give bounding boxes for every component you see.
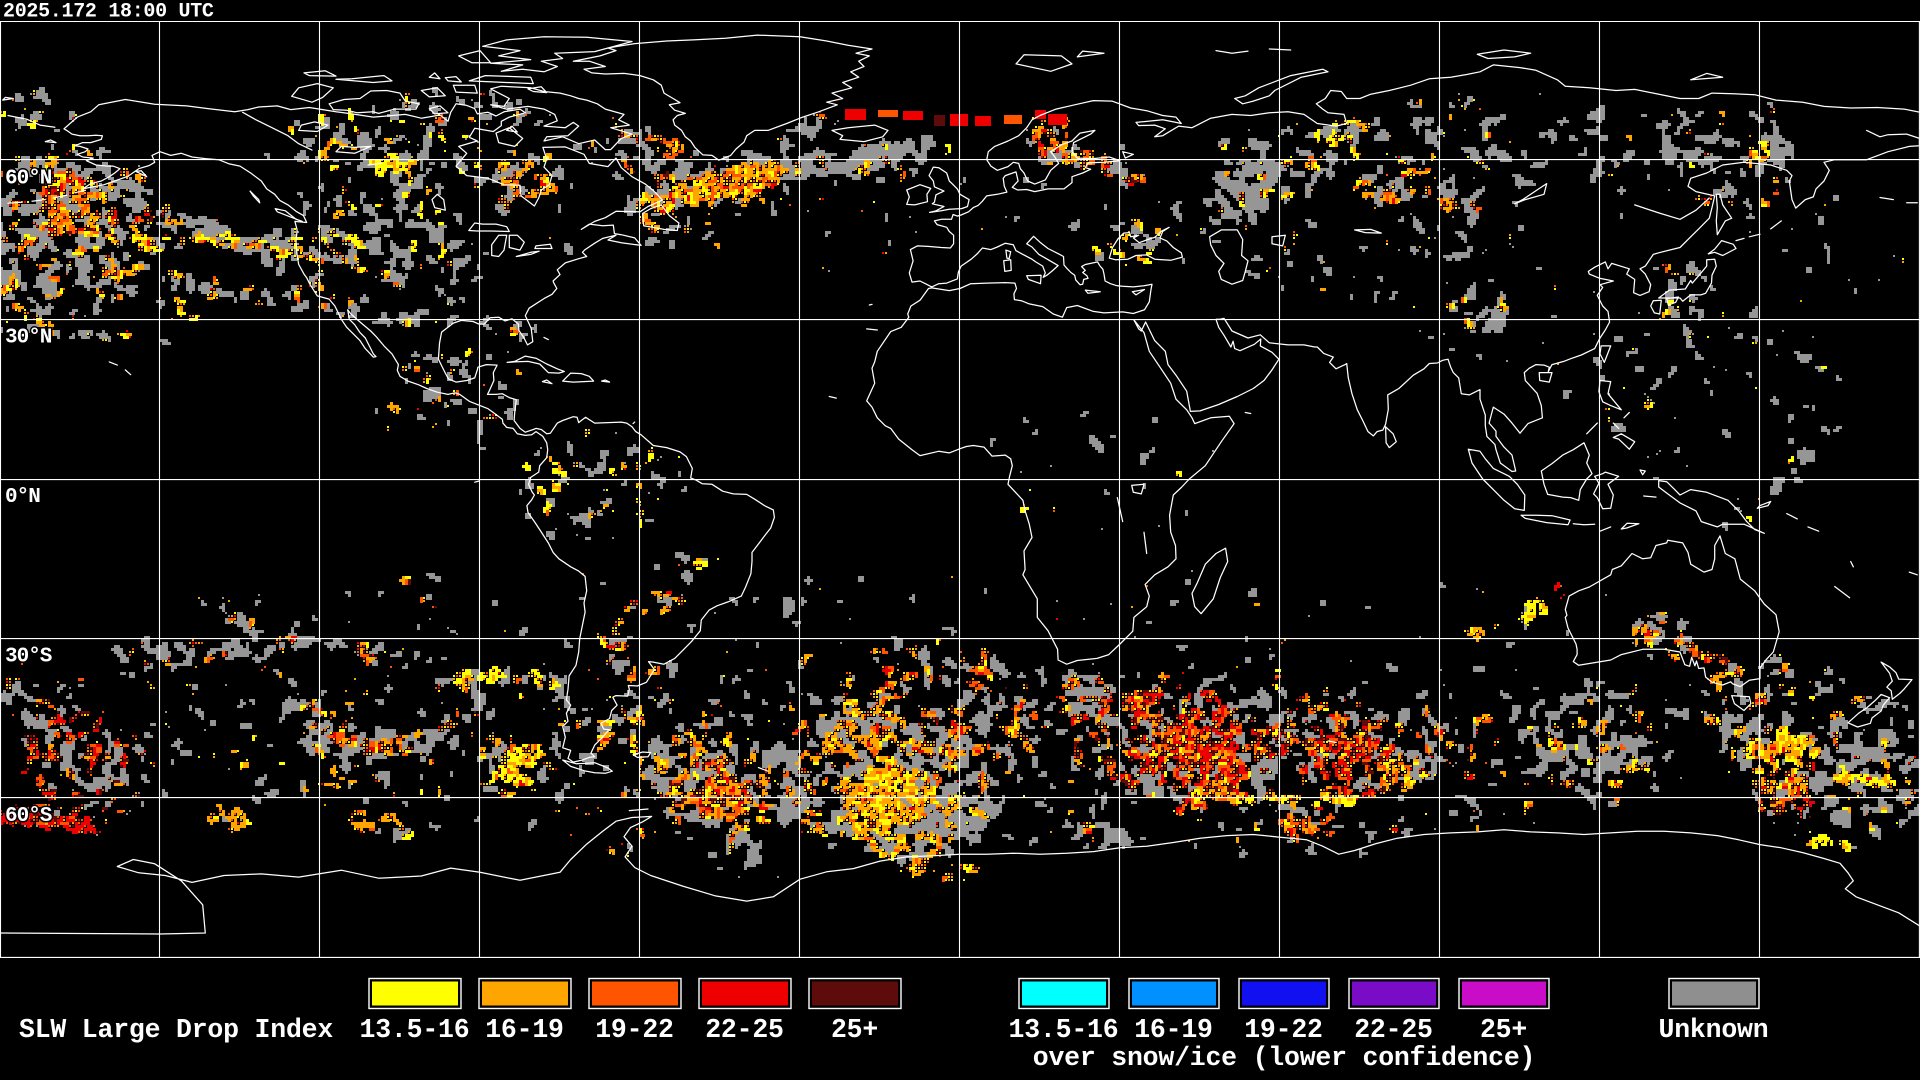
- svg-text:30°S: 30°S: [5, 646, 52, 669]
- svg-text:16-19: 16-19: [1134, 1015, 1213, 1045]
- svg-text:22-25: 22-25: [705, 1015, 784, 1045]
- svg-text:13.5-16: 13.5-16: [1009, 1015, 1119, 1045]
- svg-text:25+: 25+: [831, 1015, 878, 1045]
- svg-text:over snow/ice (lower confidenc: over snow/ice (lower confidence): [1033, 1043, 1535, 1073]
- svg-text:25+: 25+: [1480, 1015, 1527, 1045]
- svg-text:13.5-16: 13.5-16: [360, 1015, 470, 1045]
- svg-text:30°N: 30°N: [5, 327, 52, 350]
- svg-text:Unknown: Unknown: [1659, 1015, 1769, 1045]
- svg-text:60°N: 60°N: [5, 168, 52, 191]
- svg-text:19-22: 19-22: [1244, 1015, 1323, 1045]
- svg-text:60°S: 60°S: [5, 805, 52, 828]
- svg-text:SLW Large Drop Index: SLW Large Drop Index: [19, 1015, 333, 1045]
- svg-text:0°N: 0°N: [5, 486, 40, 509]
- svg-text:19-22: 19-22: [595, 1015, 674, 1045]
- svg-text:16-19: 16-19: [485, 1015, 564, 1045]
- svg-text:2025.172 18:00 UTC: 2025.172 18:00 UTC: [3, 1, 214, 24]
- svg-text:22-25: 22-25: [1354, 1015, 1433, 1045]
